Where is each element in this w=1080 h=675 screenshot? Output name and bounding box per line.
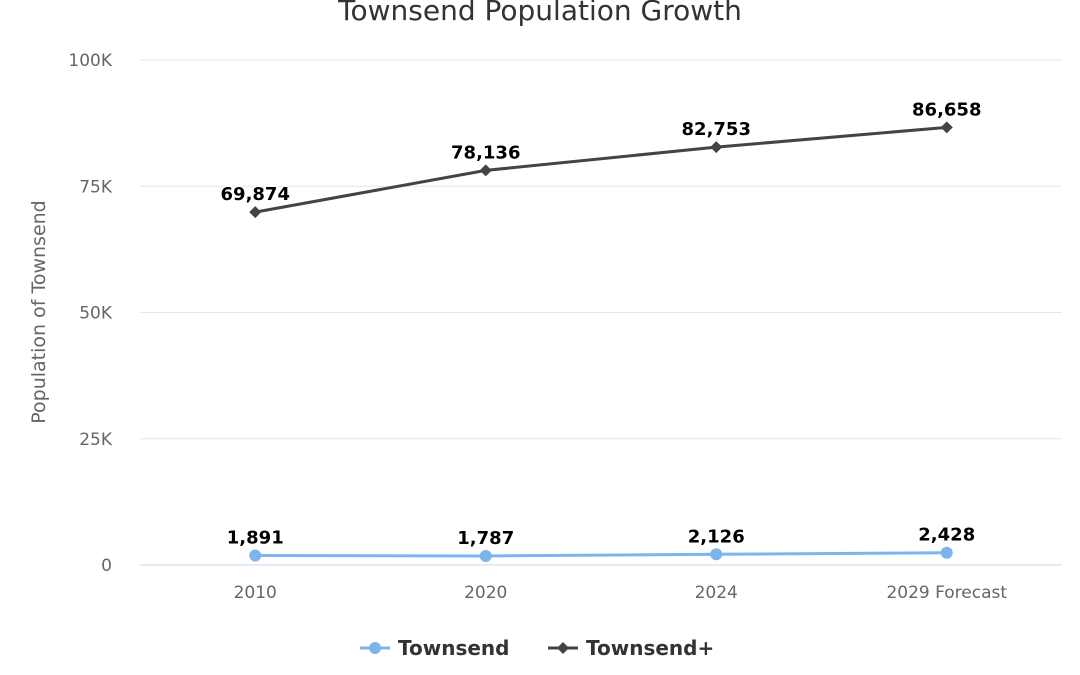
data-point <box>479 549 492 562</box>
data-label: 78,136 <box>451 142 520 163</box>
legend-label: Townsend+ <box>586 636 714 660</box>
legend[interactable]: Townsend Townsend+ <box>360 636 714 660</box>
data-label: 1,787 <box>457 528 514 549</box>
data-point <box>249 549 262 562</box>
y-tick-label: 0 <box>101 556 112 576</box>
data-label: 1,891 <box>227 527 284 548</box>
legend-item-0[interactable]: Townsend <box>360 636 509 660</box>
data-point <box>710 548 723 561</box>
x-axis-ticks: 2010 2020 2024 2029 Forecast <box>234 583 1008 603</box>
data-label: 86,658 <box>912 99 981 120</box>
legend-item-1[interactable]: Townsend+ <box>548 636 714 660</box>
series-line <box>253 125 949 214</box>
series-line <box>253 551 949 558</box>
legend-marker <box>369 642 381 654</box>
x-tick-label: 2029 Forecast <box>886 583 1007 603</box>
data-label: 2,126 <box>688 526 745 547</box>
grid-lines <box>140 59 1062 566</box>
series-0: 1,891 1,787 2,126 2,428 <box>225 523 977 562</box>
legend-marker <box>557 642 569 654</box>
data-point <box>249 206 262 219</box>
x-tick-label: 2010 <box>234 583 277 603</box>
data-point <box>940 121 953 134</box>
y-tick-label: 75K <box>79 177 113 197</box>
y-axis-label: Population of Townsend <box>28 200 50 424</box>
y-axis-ticks: 0 25K 50K 75K 100K <box>68 51 112 576</box>
data-point <box>479 164 492 177</box>
data-label: 2,428 <box>918 525 975 546</box>
y-tick-label: 100K <box>68 51 112 71</box>
data-point <box>940 546 953 559</box>
data-label: 82,753 <box>682 119 751 140</box>
legend-label: Townsend <box>398 636 509 660</box>
series-1: 69,874 78,136 82,753 86,658 <box>219 98 983 219</box>
y-tick-label: 25K <box>79 430 113 450</box>
x-tick-label: 2020 <box>464 583 507 603</box>
y-tick-label: 50K <box>79 304 113 324</box>
data-point <box>710 141 723 154</box>
plot-area: 1,891 1,787 2,126 2,428 69,874 78,136 82,753 86… <box>219 98 983 562</box>
chart-title: Townsend Population Growth <box>337 0 742 27</box>
x-tick-label: 2024 <box>695 583 738 603</box>
data-label: 69,874 <box>221 184 290 205</box>
